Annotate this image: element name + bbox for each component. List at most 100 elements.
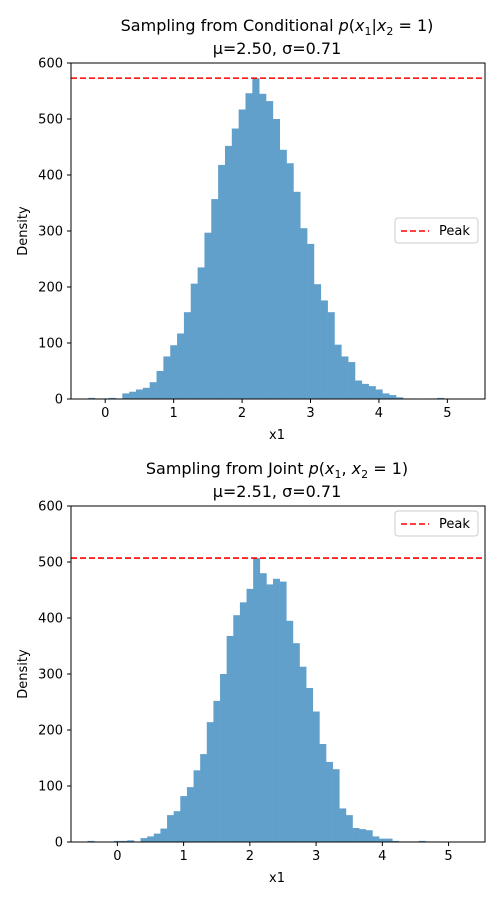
chart-1-bar xyxy=(129,391,137,399)
chart-2-bar xyxy=(332,769,340,842)
chart-2-bar xyxy=(273,578,280,842)
chart-2-x-tick-label: 1 xyxy=(179,849,187,864)
chart-1-y-tick-label: 0 xyxy=(55,393,63,408)
chart-1-bar xyxy=(368,386,376,399)
chart-1-subtitle: μ=2.50, σ=0.71 xyxy=(213,39,342,58)
chart-1-bar xyxy=(361,383,369,399)
chart-2-bar xyxy=(246,588,254,842)
conditional-chart-panel: Sampling from Conditional p(x1|x2 = 1) μ… xyxy=(16,16,486,443)
chart-2-bar xyxy=(418,840,426,842)
chart-2-bar xyxy=(120,840,128,842)
chart-2-bar xyxy=(312,711,320,842)
chart-2-title: Sampling from Joint p(x1, x2 = 1) xyxy=(146,459,408,481)
chart-2-bar xyxy=(186,787,194,842)
chart-2-bar xyxy=(127,840,135,842)
chart-1-bar xyxy=(231,128,239,399)
chart-2-bar xyxy=(239,602,247,842)
chart-1-bar xyxy=(142,387,150,399)
chart-1-bar xyxy=(279,149,287,399)
chart-1-plot-area: 0 1 2 3 4 5 0 100 200 300 400 500 600 xyxy=(38,57,486,421)
chart-1-bar xyxy=(177,333,185,399)
chart-1-bar xyxy=(334,344,342,399)
chart-2-bar xyxy=(359,829,367,842)
chart-1-bar xyxy=(252,78,260,400)
chart-2-bar xyxy=(385,838,393,842)
chart-1-bar xyxy=(313,284,322,399)
chart-1-bar xyxy=(341,356,349,399)
chart-1-bar xyxy=(183,312,192,399)
chart-2-bar xyxy=(233,615,241,842)
chart-1-bar xyxy=(389,395,397,399)
chart-1-y-tick-label: 500 xyxy=(38,113,63,128)
chart-2-bar xyxy=(372,836,380,842)
chart-2-x-tick-label: 3 xyxy=(312,849,320,864)
chart-1-bar xyxy=(190,283,198,399)
chart-2-bar xyxy=(292,643,300,842)
chart-1-bar xyxy=(354,380,363,399)
chart-1-bar xyxy=(245,93,253,400)
chart-1-y-axis-label: Density xyxy=(16,206,31,256)
chart-2-subtitle: μ=2.51, σ=0.71 xyxy=(213,482,342,501)
chart-2-legend-peak-label: Peak xyxy=(439,517,470,532)
chart-2-plot-area: 0 1 2 3 4 5 0 100 200 300 400 500 600 xyxy=(38,500,486,864)
chart-2-bar xyxy=(226,635,234,842)
chart-1-bar xyxy=(224,145,233,399)
chart-1-y-tick-label: 100 xyxy=(38,337,63,352)
chart-1-bar xyxy=(307,243,315,399)
chart-1-bar xyxy=(149,382,157,399)
chart-1-bar xyxy=(259,93,267,400)
chart-1-bar xyxy=(272,119,281,399)
chart-2-bar xyxy=(180,796,188,842)
chart-2-bar xyxy=(160,828,168,842)
chart-2-bar xyxy=(266,584,274,842)
chart-2-bar xyxy=(299,666,307,842)
chart-2-bar xyxy=(114,840,121,842)
chart-2-y-tick-label: 300 xyxy=(38,668,63,683)
chart-2-x-tick-label: 4 xyxy=(378,849,386,864)
chart-2-bar xyxy=(193,770,201,842)
chart-1-bar xyxy=(238,109,246,399)
chart-1-x-tick-label: 5 xyxy=(443,406,451,421)
chart-1-bar xyxy=(136,389,144,399)
chart-1-bar xyxy=(108,397,116,399)
chart-2-legend: Peak xyxy=(394,510,479,537)
chart-2-bar xyxy=(279,581,287,842)
chart-2-y-tick-label: 100 xyxy=(38,780,63,795)
chart-1-bar xyxy=(327,312,335,399)
chart-2-bar xyxy=(220,674,227,842)
chart-1-bar xyxy=(88,397,96,399)
chart-1-bar xyxy=(211,199,219,399)
chart-2-x-tick-label: 0 xyxy=(113,849,121,864)
chart-1-bar xyxy=(382,393,390,399)
chart-2-y-tick-label: 400 xyxy=(38,612,63,627)
chart-2-x-axis-label: x1 xyxy=(269,871,285,886)
chart-2-y-tick-label: 0 xyxy=(55,836,63,851)
chart-2-bar xyxy=(147,836,155,842)
chart-1-x-tick-label: 2 xyxy=(238,406,246,421)
chart-2-bar xyxy=(326,761,333,842)
chart-2-bar xyxy=(206,722,214,842)
chart-1-x-tick-label: 3 xyxy=(306,406,314,421)
chart-2-y-tick-label: 600 xyxy=(38,500,63,515)
chart-1-legend-frame xyxy=(394,217,479,244)
chart-2-bar xyxy=(213,700,221,842)
chart-1-bar xyxy=(197,267,205,399)
chart-1-x-tick-label: 0 xyxy=(101,406,109,421)
chart-2-bar xyxy=(167,815,174,842)
chart-1-legend: Peak xyxy=(394,217,479,244)
chart-2-bar xyxy=(200,754,208,842)
chart-2-y-tick-label: 500 xyxy=(38,556,63,571)
chart-2-bar xyxy=(87,840,95,842)
chart-2-y-tick-label: 200 xyxy=(38,724,63,739)
chart-2-bar xyxy=(253,558,261,842)
chart-1-bar xyxy=(348,362,356,399)
chart-1-legend-peak-label: Peak xyxy=(439,224,470,239)
chart-1-bar xyxy=(156,371,164,399)
chart-1-y-tick-label: 300 xyxy=(38,225,63,240)
chart-1-x-axis-label: x1 xyxy=(269,428,285,443)
chart-1-y-tick-label: 400 xyxy=(38,169,63,184)
chart-1-bar xyxy=(286,163,294,399)
chart-2-bar xyxy=(345,815,353,842)
chart-1-bar xyxy=(396,397,404,399)
